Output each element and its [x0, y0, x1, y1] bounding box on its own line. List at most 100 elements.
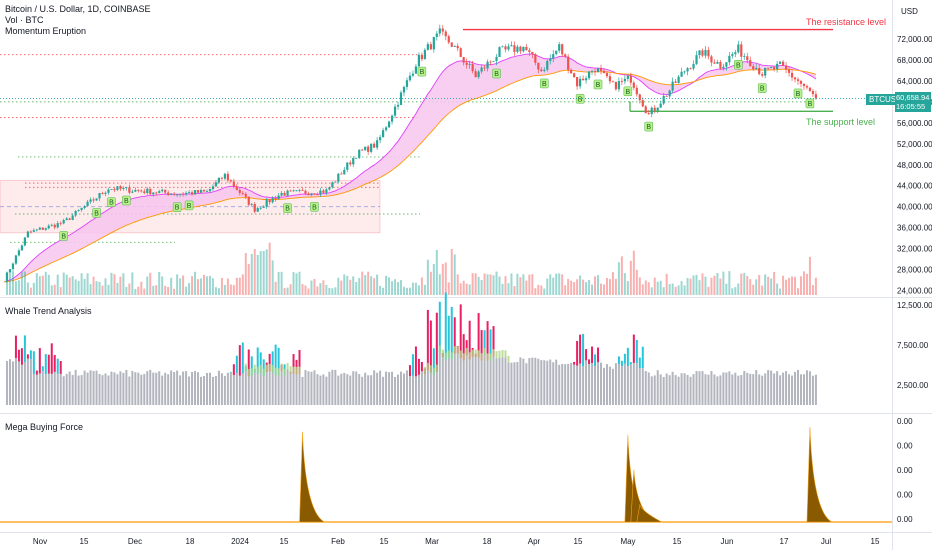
whale-base-bar: [623, 363, 626, 405]
whale-base-bar: [814, 374, 817, 405]
whale-base-bar: [68, 371, 71, 405]
candle-body: [787, 69, 791, 73]
whale-base-bar: [594, 365, 597, 405]
volume-bar: [785, 279, 788, 295]
whale-base-bar: [328, 371, 331, 405]
candle-body: [298, 189, 301, 191]
whale-base-bar: [208, 372, 211, 405]
whale-signal-bar: [259, 352, 262, 373]
candle-body: [653, 107, 656, 111]
whale-signal-bar: [426, 309, 429, 371]
whale-base-bar: [659, 374, 662, 405]
whale-base-bar: [758, 374, 761, 405]
whale-signal-bar: [465, 340, 468, 356]
whale-trend-bar: [244, 363, 247, 371]
candle-body: [701, 50, 704, 56]
volume-bar: [570, 280, 573, 295]
whale-trend-bar: [426, 362, 429, 371]
candle-body: [770, 67, 773, 69]
whale-base-bar: [698, 371, 701, 405]
candle-body: [593, 71, 597, 72]
ema-slow-line: [3, 68, 817, 283]
candle-body: [540, 69, 543, 71]
buy-signal-label: B: [760, 86, 765, 93]
buy-signal-mark: [107, 197, 116, 207]
whale-signal-bar: [480, 330, 483, 361]
volume-bar: [116, 282, 119, 295]
whale-base-bar: [319, 375, 322, 405]
volume-bar: [400, 280, 403, 295]
volume-bar: [716, 272, 719, 295]
candle-body: [489, 61, 492, 63]
volume-bar: [722, 271, 725, 295]
whale-base-bar: [794, 371, 797, 405]
candle-body: [250, 204, 253, 205]
candle-body: [602, 70, 606, 74]
volume-bar: [50, 285, 53, 295]
candle-body: [370, 143, 373, 152]
whale-base-bar: [716, 376, 719, 405]
whale-base-bar: [74, 369, 77, 405]
whale-signal-bar: [35, 370, 38, 375]
candle-body: [289, 190, 292, 192]
candle-body: [140, 190, 143, 192]
candle-body: [408, 75, 412, 81]
whale-base-bar: [555, 359, 558, 405]
candle-body: [146, 188, 149, 193]
candle-body: [507, 46, 510, 50]
currency-label[interactable]: USD: [901, 7, 918, 16]
buy-signal-label: B: [736, 62, 741, 69]
buy-signal-mark: [623, 86, 633, 97]
candle-body: [89, 199, 92, 202]
volume-bar: [200, 278, 203, 295]
volume-bar: [680, 281, 683, 295]
whale-base-bar: [441, 356, 444, 405]
volume-bar: [268, 242, 271, 295]
buy-signal-mark: [644, 121, 654, 132]
whale-base-bar: [770, 370, 773, 405]
volume-bar: [188, 283, 191, 295]
whale-signal-bar: [32, 351, 35, 374]
volume-bar: [567, 278, 570, 295]
volume-bar: [149, 272, 152, 295]
whale-base-bar: [600, 362, 602, 405]
candle-body: [381, 130, 385, 138]
whale-trend-bar: [444, 352, 447, 360]
candle-body: [376, 140, 379, 148]
candle-body: [352, 158, 355, 165]
volume-bar: [710, 277, 713, 295]
whale-base-bar: [200, 376, 203, 405]
candle-body: [773, 67, 776, 70]
candle-body: [647, 113, 650, 115]
volume-bar: [611, 272, 614, 295]
candle-body: [731, 54, 734, 56]
whale-base-bar: [486, 360, 489, 405]
whale-tick-label: 12,500.00: [897, 301, 932, 310]
whale-base-bar: [498, 357, 501, 405]
volume-bar: [182, 275, 185, 295]
volume-bar: [770, 278, 773, 295]
candle-body: [217, 177, 221, 183]
volume-bar: [38, 276, 41, 295]
whale-tick-label: 7,500.00: [897, 341, 929, 350]
whale-signal-bar: [573, 361, 576, 365]
whale-base-bar: [110, 371, 113, 405]
volume-bar: [29, 287, 32, 295]
volume-bar: [74, 279, 77, 295]
volume-bar: [376, 274, 379, 295]
whale-trend-bar: [447, 350, 450, 358]
volume-bar: [489, 274, 492, 295]
whale-trend-bar: [480, 353, 483, 361]
volume-bar: [155, 285, 158, 295]
whale-base-bar: [746, 372, 749, 405]
whale-signal-bar: [432, 348, 435, 376]
whale-base-bar: [205, 372, 208, 405]
whale-base-bar: [626, 366, 629, 405]
volume-bar: [32, 282, 35, 295]
candle-body: [265, 199, 268, 207]
candle-body: [605, 73, 609, 77]
volume-bar: [635, 269, 638, 295]
whale-base-bar: [799, 374, 802, 405]
mega-spike: [806, 426, 833, 523]
